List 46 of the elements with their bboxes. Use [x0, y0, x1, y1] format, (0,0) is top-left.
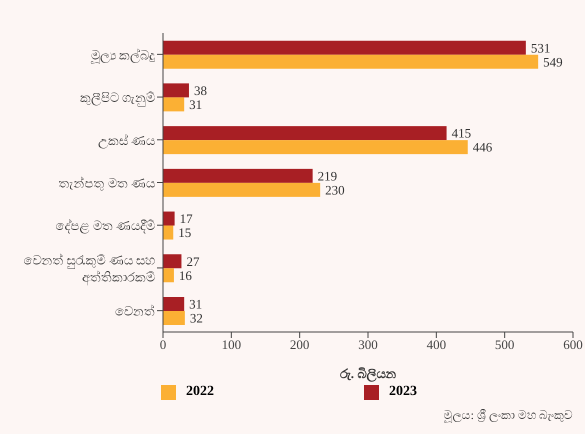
legend-label: 2022	[186, 384, 214, 400]
bar	[163, 140, 468, 154]
y-tick-label: මූල්‍ය කල්බදු	[90, 46, 155, 63]
data-label: 230	[325, 182, 345, 198]
x-tick-label: 500	[494, 337, 514, 352]
x-tick-label: 600	[563, 337, 583, 352]
y-tick-label: වෙනත්	[115, 303, 155, 318]
data-label: 17	[180, 211, 194, 226]
bar	[163, 83, 189, 98]
data-label: 16	[178, 268, 192, 283]
data-label: 415	[452, 126, 472, 141]
y-tick-label: තැන්පතු මත ණය	[58, 175, 155, 190]
text: මූලය: ශ්‍රී ලංකා මහ බැංකුව	[444, 408, 573, 423]
x-tick-label: 0	[160, 337, 166, 352]
bar	[163, 182, 320, 197]
bar	[163, 40, 526, 55]
x-tick-label: 300	[358, 337, 378, 352]
bar	[163, 296, 184, 311]
bar	[163, 254, 182, 268]
x-tick-label: 100	[222, 337, 242, 352]
x-tick-label: 200	[290, 337, 310, 352]
bar	[163, 54, 538, 69]
bar	[163, 310, 185, 325]
data-label: 31	[189, 296, 202, 312]
bar	[163, 226, 174, 240]
bar	[163, 97, 184, 112]
data-label: 31	[189, 97, 202, 112]
bar	[163, 168, 313, 183]
bar	[163, 212, 175, 226]
data-label: 38	[194, 83, 207, 98]
y-tick-label: වෙනත් සුරැකුම් ණය සහ අත්තිකාරකම්	[23, 252, 155, 285]
data-label: 219	[318, 168, 338, 184]
data-label: 531	[530, 40, 550, 56]
bar	[163, 126, 447, 140]
data-label: 32	[190, 310, 203, 326]
bar	[163, 268, 174, 282]
data-label: 446	[472, 140, 493, 155]
x-axis-title: රු. බිලියන	[340, 366, 396, 383]
y-tick-label: කුලීපිට ගැනුම්	[80, 90, 155, 106]
data-label: 27	[186, 254, 200, 269]
data-label: 549	[543, 54, 563, 70]
data-label: 15	[178, 225, 192, 240]
legend-label: 2023	[389, 384, 417, 400]
y-tick-label: දේපළ මත ණයදීම්	[56, 218, 155, 234]
x-tick-label: 400	[426, 337, 446, 352]
y-tick-label: උකස් ණය	[98, 132, 155, 148]
